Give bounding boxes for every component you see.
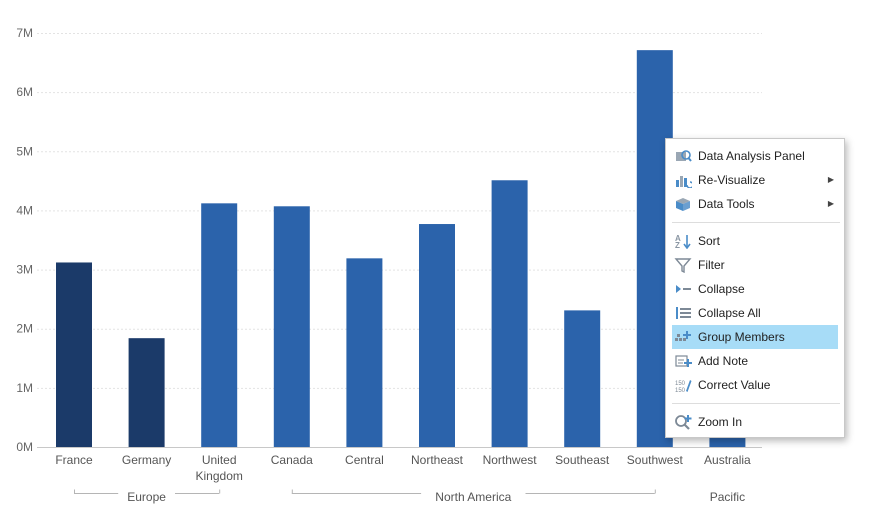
x-tick-label: Australia [704,453,751,467]
menu-item-correct-value[interactable]: 150 150 Correct Value [672,373,838,397]
menu-item-data-analysis-panel[interactable]: Data Analysis Panel [672,144,838,168]
menu-item-label: Correct Value [698,378,771,392]
bar-united-kingdom[interactable] [201,203,238,447]
x-tick-label: Germany [122,453,171,467]
menu-item-label: Zoom In [698,415,743,429]
bar-central[interactable] [346,258,383,447]
svg-text:150: 150 [675,388,686,393]
y-tick-label: 4M [16,203,33,217]
menu-item-label: Re-Visualize [698,173,766,187]
y-tick-label: 2M [16,322,33,336]
menu-separator [672,403,840,404]
svg-text:A: A [675,234,681,243]
collapse-icon [674,281,692,297]
collapse-all-icon [674,305,692,321]
menu-item-label: Group Members [698,330,785,344]
menu-item-filter[interactable]: Filter [672,253,838,277]
data-analysis-icon [674,148,692,164]
y-tick-label: 7M [16,26,33,40]
x-tick-label: Northeast [411,453,464,467]
context-menu: Data Analysis Panel Re-Visualize ▶ Data Too… [665,138,845,438]
menu-item-add-note[interactable]: Add Note [672,349,838,373]
bar-northwest[interactable] [491,180,528,447]
group-label: Pacific [710,490,745,504]
y-tick-label: 5M [16,144,33,158]
group-label: Europe [127,490,166,504]
menu-item-re-visualize[interactable]: Re-Visualize ▶ [672,168,838,192]
menu-item-label: Data Analysis Panel [698,149,805,163]
y-tick-label: 3M [16,263,33,277]
bar-germany[interactable] [128,338,165,447]
bar-southeast[interactable] [564,310,601,447]
x-tick-label: Northwest [483,453,538,467]
add-note-icon [674,353,692,369]
menu-item-zoom-in[interactable]: Zoom In [672,410,838,434]
menu-item-label: Add Note [698,354,749,368]
bar-canada[interactable] [273,206,310,447]
menu-item-collapse-all[interactable]: Collapse All [672,301,838,325]
group-label: North America [435,490,511,504]
x-tick-label: Central [345,453,384,467]
menu-item-data-tools[interactable]: Data Tools ▶ [672,192,838,216]
menu-item-sort[interactable]: A Z Sort [672,229,838,253]
bar-northeast[interactable] [419,224,455,447]
menu-item-label: Collapse All [698,306,761,320]
correct-value-icon: 150 150 [674,377,692,393]
menu-item-label: Filter [698,258,725,272]
x-tick-label: France [55,453,93,467]
y-tick-label: 0M [16,440,33,454]
filter-icon [674,257,692,273]
menu-item-label: Data Tools [698,197,755,211]
menu-item-label: Sort [698,234,721,248]
submenu-arrow-icon: ▶ [827,199,834,208]
bar-france[interactable] [56,262,92,447]
y-tick-label: 6M [16,85,33,99]
menu-item-label: Collapse [698,282,745,296]
x-tick-label: Canada [271,453,313,467]
submenu-arrow-icon: ▶ [827,175,834,184]
menu-separator [672,222,840,223]
revisualize-icon [674,172,692,188]
y-tick-label: 1M [16,381,33,395]
svg-text:Z: Z [675,241,680,249]
x-tick-label: United Kingdom [196,453,243,483]
svg-text:150: 150 [675,381,686,387]
data-tools-icon [674,196,692,212]
zoom-in-icon [674,414,692,430]
menu-item-collapse[interactable]: Collapse [672,277,838,301]
x-tick-label: Southeast [555,453,610,467]
x-tick-label: Southwest [627,453,684,467]
group-members-icon [674,329,692,345]
menu-item-group-members[interactable]: Group Members [672,325,838,349]
